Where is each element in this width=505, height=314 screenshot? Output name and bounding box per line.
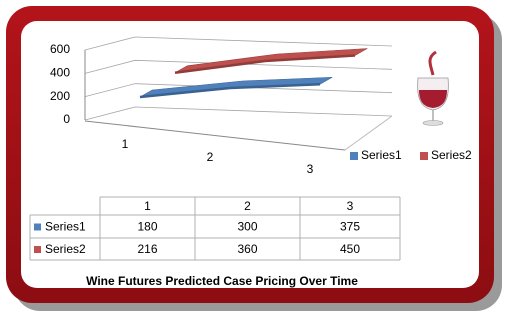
legend-swatch <box>350 152 358 160</box>
y-tick-label: 200 <box>50 89 70 103</box>
table-cell: 300 <box>237 220 257 234</box>
table-header: 3 <box>347 199 354 213</box>
table-row-label: Series2 <box>45 242 86 256</box>
table-swatch <box>34 246 41 253</box>
table-swatch <box>34 224 41 231</box>
table-header: 1 <box>144 199 151 213</box>
table-cell: 375 <box>340 220 360 234</box>
table-cell: 360 <box>237 242 257 256</box>
legend-label: Series1 <box>361 148 402 162</box>
chart: Wine Futures Predicted Case Pricing Over… <box>0 0 505 314</box>
x-tick-label: 3 <box>307 162 314 176</box>
y-tick-label: 600 <box>50 42 70 56</box>
table-cell: 450 <box>340 242 360 256</box>
y-tick-label: 400 <box>50 66 70 80</box>
table-cell: 216 <box>137 242 157 256</box>
chart-title: Wine Futures Predicted Case Pricing Over… <box>86 274 358 288</box>
legend-swatch <box>420 152 428 160</box>
x-tick-label: 1 <box>122 137 129 151</box>
y-tick-label: 0 <box>63 112 70 126</box>
legend-label: Series2 <box>431 148 472 162</box>
table-cell: 180 <box>137 220 157 234</box>
x-tick-label: 2 <box>207 150 214 164</box>
table-row-label: Series1 <box>45 220 86 234</box>
table-header: 2 <box>244 199 251 213</box>
